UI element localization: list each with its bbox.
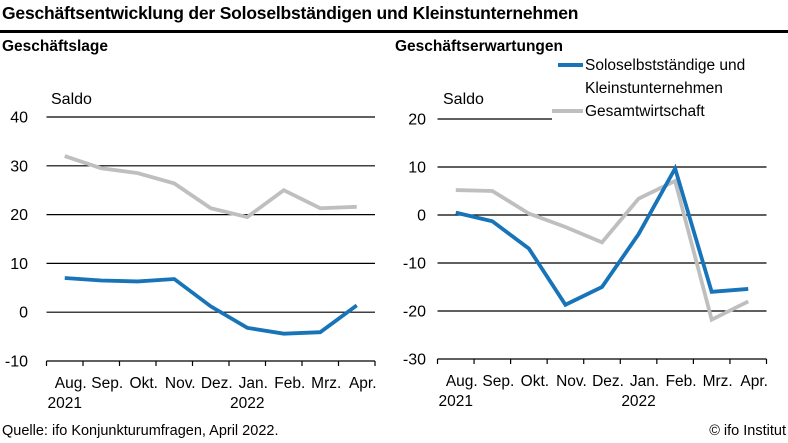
page-title: Geschäftsentwicklung der Soloselbständig… [2,3,579,23]
legend-swatch-blue-line [558,63,583,67]
legend-item-soloselbststaendige: Soloselbstständige und Kleinstunternehme… [552,54,788,100]
legend: Soloselbstständige und Kleinstunternehme… [552,54,788,123]
x-tick-label: Jan. [630,373,659,390]
x-tick-label: Nov. [165,375,196,392]
chart-geschaeftslage: Saldo 40 30 20 10 0 -10 Aug. Sep. Okt. Nov. Dez. Jan… [5,91,377,412]
y-tick-label: 0 [19,305,28,322]
y-tick-label: -10 [403,256,426,273]
x-tick-label: Okt. [521,373,549,390]
x-tick-label: Okt. [130,375,158,392]
y-tick-label: 20 [10,207,28,224]
y-tick-label: 10 [408,160,426,177]
y-axis-title: Saldo [51,91,92,108]
x-tick-label: Apr. [740,373,768,390]
title-rule [0,30,788,33]
x-tick-label: Feb. [274,375,305,392]
y-axis-title: Saldo [443,91,484,108]
x-tick-label: Feb. [666,373,697,390]
x-tick-label: Dez. [592,373,624,390]
x-tick-label: Nov. [556,373,587,390]
y-tick-label: 10 [10,256,28,273]
legend-swatch-gray-line [552,109,583,113]
y-tick-label: -20 [403,304,426,321]
year-label: 2022 [621,393,655,410]
x-tick-label: Sep. [91,375,123,392]
x-tick-label: Apr. [349,375,377,392]
x-tick-label: Dez. [201,375,233,392]
y-tick-label: 0 [417,208,426,225]
source-note: Quelle: ifo Konjunkturumfragen, April 20… [2,423,279,439]
copyright-note: © ifo Institut [709,423,786,439]
year-label: 2021 [439,393,473,410]
y-tick-label: -30 [403,352,426,369]
chart-geschaeftserwartungen: Saldo 20 10 0 -10 -20 -30 Aug. Sep. Okt. Nov. Dez. J… [403,91,768,410]
y-tick-label: 30 [10,158,28,175]
series-line [455,178,750,323]
panel-title-geschaeftslage: Geschäftslage [2,38,108,55]
year-label: 2021 [48,395,82,412]
series-line [64,276,358,336]
x-tick-label: Sep. [482,373,514,390]
panel-title-geschaeftserwartungen: Geschäftserwartungen [395,38,563,55]
legend-item-gesamtwirtschaft: Gesamtwirtschaft [552,100,788,123]
series-line [64,154,357,220]
year-label: 2022 [230,395,264,412]
x-tick-label: Mrz. [311,375,341,392]
x-tick-label: Aug. [55,375,87,392]
y-tick-label: 40 [10,110,28,127]
legend-label: Gesamtwirtschaft [585,103,705,120]
x-tick-label: Jan. [239,375,268,392]
legend-label: Soloselbstständige und Kleinstunternehme… [585,57,746,97]
x-tick-label: Aug. [446,373,478,390]
series-line [455,163,749,308]
x-tick-label: Mrz. [703,373,733,390]
y-tick-label: -10 [5,354,28,371]
y-tick-label: 20 [408,112,426,129]
